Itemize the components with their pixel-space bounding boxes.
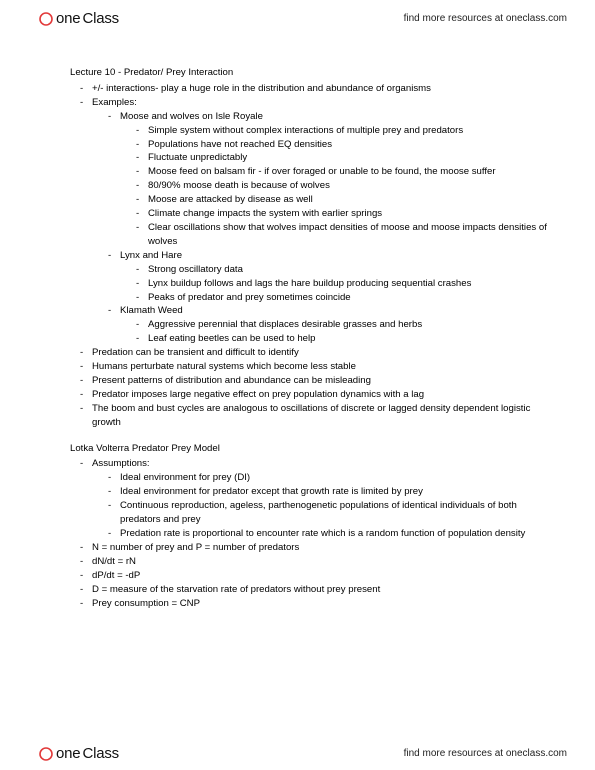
brand-text-class: Class [82, 10, 119, 27]
list-item-text: N = number of prey and P = number of pre… [92, 542, 299, 553]
sub-list: Moose and wolves on Isle Royale Simple sy… [92, 110, 550, 346]
list-item-text: Climate change impacts the system with e… [148, 208, 382, 219]
list-item: Peaks of predator and prey sometimes coi… [148, 291, 550, 305]
list-item: Simple system without complex interactio… [148, 124, 550, 138]
list-item: Moose are attacked by disease as well [148, 193, 550, 207]
list-item-text: Populations have not reached EQ densitie… [148, 139, 332, 150]
brand-text-one: one [56, 745, 80, 762]
list-item: D = measure of the starvation rate of pr… [92, 583, 550, 597]
list-item: Ideal environment for prey (DI) [120, 471, 550, 485]
list-item-text: dP/dt = -dP [92, 570, 140, 581]
sub-list: Strong oscillatory data Lynx buildup foll… [120, 263, 550, 305]
list-item-text: Prey consumption = CNP [92, 598, 200, 609]
list-item: Lynx and Hare Strong oscillatory data Lynx… [120, 249, 550, 305]
list-item-text: D = measure of the starvation rate of pr… [92, 584, 380, 595]
header-tagline: find more resources at oneclass.com [404, 13, 567, 24]
list-item: Populations have not reached EQ densitie… [148, 138, 550, 152]
list-item-text: Aggressive perennial that displaces desi… [148, 319, 422, 330]
list-item-text: Lynx buildup follows and lags the hare b… [148, 278, 471, 289]
brand-text-class: Class [82, 745, 119, 762]
list-item: Continuous reproduction, ageless, parthe… [120, 499, 550, 527]
brand-logo: oneClass [38, 10, 119, 27]
list-item: Climate change impacts the system with e… [148, 207, 550, 221]
section-title-lv: Lotka Volterra Predator Prey Model [70, 442, 550, 456]
list-item: Ideal environment for predator except th… [120, 485, 550, 499]
list-item-text: Ideal environment for prey (DI) [120, 472, 250, 483]
list-item: dN/dt = rN [92, 555, 550, 569]
list-item: Predation rate is proportional to encoun… [120, 527, 550, 541]
list-item-text: Lynx and Hare [120, 250, 182, 261]
list-item-text: +/- interactions- play a huge role in th… [92, 83, 431, 94]
document-body: Lecture 10 - Predator/ Prey Interaction … [70, 66, 550, 610]
list-item-text: Moose feed on balsam fir - if over forag… [148, 166, 496, 177]
list-item-text: Peaks of predator and prey sometimes coi… [148, 292, 351, 303]
page-header: oneClass find more resources at oneclass… [0, 0, 595, 27]
list-item: Klamath Weed Aggressive perennial that di… [120, 304, 550, 346]
list-item-text: 80/90% moose death is because of wolves [148, 180, 330, 191]
page: oneClass find more resources at oneclass… [0, 0, 595, 770]
list-item-text: Strong oscillatory data [148, 264, 243, 275]
list-item: Predator imposes large negative effect o… [92, 388, 550, 402]
brand-logo-footer: oneClass [38, 745, 119, 762]
list-item: dP/dt = -dP [92, 569, 550, 583]
list-item-text: Klamath Weed [120, 305, 183, 316]
sub-list: Ideal environment for prey (DI) Ideal env… [92, 471, 550, 541]
list-item: Predation can be transient and difficult… [92, 346, 550, 360]
list-item: 80/90% moose death is because of wolves [148, 179, 550, 193]
list-item: Clear oscillations show that wolves impa… [148, 221, 550, 249]
list-item-text: Simple system without complex interactio… [148, 125, 463, 136]
list-item: Examples: Moose and wolves on Isle Royale… [92, 96, 550, 346]
list-item: Fluctuate unpredictably [148, 151, 550, 165]
list-item-text: Leaf eating beetles can be used to help [148, 333, 316, 344]
list-item: Lynx buildup follows and lags the hare b… [148, 277, 550, 291]
list-item-text: Humans perturbate natural systems which … [92, 361, 356, 372]
list-item-text: Predator imposes large negative effect o… [92, 389, 424, 400]
page-footer: oneClass find more resources at oneclass… [0, 735, 595, 762]
lecture-title: Lecture 10 - Predator/ Prey Interaction [70, 66, 550, 80]
list-item-text: Moose are attacked by disease as well [148, 194, 313, 205]
list-item: +/- interactions- play a huge role in th… [92, 82, 550, 96]
brand-icon [38, 746, 54, 762]
list-item-text: Fluctuate unpredictably [148, 152, 247, 163]
list-item-text: The boom and bust cycles are analogous t… [92, 403, 530, 428]
list-item-text: Clear oscillations show that wolves impa… [148, 222, 547, 247]
lv-list: Assumptions: Ideal environment for prey (… [70, 457, 550, 610]
list-item-text: dN/dt = rN [92, 556, 136, 567]
list-item: Moose and wolves on Isle Royale Simple sy… [120, 110, 550, 249]
list-item-text: Predation can be transient and difficult… [92, 347, 299, 358]
top-list: +/- interactions- play a huge role in th… [70, 82, 550, 430]
list-item-text: Assumptions: [92, 458, 150, 469]
list-item: Aggressive perennial that displaces desi… [148, 318, 550, 332]
list-item-text: Examples: [92, 97, 137, 108]
list-item: N = number of prey and P = number of pre… [92, 541, 550, 555]
list-item: Assumptions: Ideal environment for prey (… [92, 457, 550, 540]
list-item: Leaf eating beetles can be used to help [148, 332, 550, 346]
brand-icon [38, 11, 54, 27]
list-item-text: Ideal environment for predator except th… [120, 486, 423, 497]
footer-tagline: find more resources at oneclass.com [404, 748, 567, 759]
list-item-text: Predation rate is proportional to encoun… [120, 528, 525, 539]
list-item: The boom and bust cycles are analogous t… [92, 402, 550, 430]
list-item: Humans perturbate natural systems which … [92, 360, 550, 374]
list-item: Present patterns of distribution and abu… [92, 374, 550, 388]
list-item: Strong oscillatory data [148, 263, 550, 277]
list-item-text: Present patterns of distribution and abu… [92, 375, 371, 386]
list-item-text: Moose and wolves on Isle Royale [120, 111, 263, 122]
sub-list: Aggressive perennial that displaces desi… [120, 318, 550, 346]
sub-list: Simple system without complex interactio… [120, 124, 550, 249]
list-item: Moose feed on balsam fir - if over forag… [148, 165, 550, 179]
brand-text-one: one [56, 10, 80, 27]
list-item-text: Continuous reproduction, ageless, parthe… [120, 500, 517, 525]
list-item: Prey consumption = CNP [92, 597, 550, 611]
